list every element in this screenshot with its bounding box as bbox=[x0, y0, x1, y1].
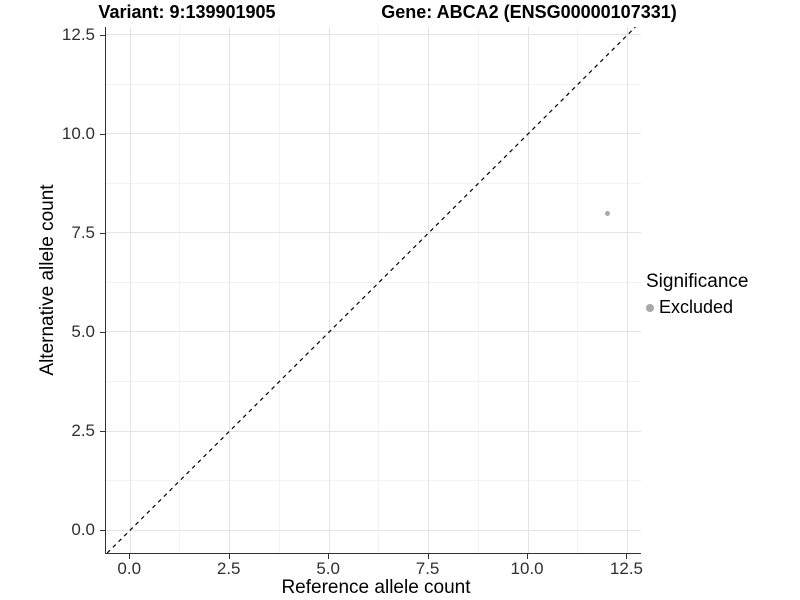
gridline-minor-vertical bbox=[278, 27, 280, 553]
gridline-minor-horizontal bbox=[106, 380, 641, 382]
legend: Significance Excluded bbox=[646, 271, 748, 318]
legend-item-excluded: Excluded bbox=[646, 297, 748, 318]
gridline-major-vertical bbox=[626, 27, 628, 553]
gridline-major-horizontal bbox=[106, 232, 641, 234]
gridline-major-horizontal bbox=[106, 331, 641, 333]
x-axis-tick bbox=[626, 554, 628, 559]
x-tick-label: 0.0 bbox=[117, 559, 142, 578]
y-tick-label: 5.0 bbox=[71, 321, 95, 341]
gridline-minor-horizontal bbox=[106, 182, 641, 184]
y-tick-label: 12.5 bbox=[61, 24, 95, 44]
y-tick-label: 10.0 bbox=[61, 123, 95, 143]
gridline-major-horizontal bbox=[106, 133, 641, 135]
legend-point-icon bbox=[646, 303, 654, 312]
data-point bbox=[605, 210, 611, 216]
gridline-major-vertical bbox=[328, 27, 330, 553]
y-axis-tick bbox=[100, 34, 105, 36]
x-tick-label: 12.5 bbox=[609, 559, 644, 578]
x-tick-label: 2.5 bbox=[216, 559, 241, 578]
x-tick-label: 7.5 bbox=[415, 559, 440, 578]
gridline-major-vertical bbox=[428, 27, 430, 553]
reference-line-layer bbox=[106, 27, 636, 553]
gridline-minor-horizontal bbox=[106, 83, 641, 85]
gridline-minor-horizontal bbox=[106, 281, 641, 283]
gridline-minor-vertical bbox=[577, 27, 579, 553]
plot-title-gene: Gene: ABCA2 (ENSG00000107331) bbox=[381, 2, 677, 22]
y-axis-tick bbox=[100, 133, 105, 135]
y-axis-tick bbox=[100, 232, 105, 234]
x-tick-label: 10.0 bbox=[510, 559, 544, 578]
y-axis-tick bbox=[100, 331, 105, 333]
y-tick-label: 0.0 bbox=[71, 520, 95, 540]
x-tick-label: 5.0 bbox=[316, 559, 340, 578]
gridline-minor-vertical bbox=[477, 27, 479, 553]
gridline-minor-vertical bbox=[179, 27, 181, 553]
gridline-major-horizontal bbox=[106, 430, 641, 432]
chart-panel bbox=[105, 27, 641, 554]
y-axis-tick bbox=[100, 431, 105, 432]
gridline-major-vertical bbox=[229, 27, 231, 553]
x-axis-tick bbox=[228, 554, 230, 559]
y-axis-title: Alternative allele count bbox=[37, 184, 58, 376]
x-axis-tick bbox=[527, 554, 529, 559]
gridline-minor-vertical bbox=[378, 27, 380, 553]
y-tick-label: 7.5 bbox=[71, 222, 95, 242]
x-axis-tick bbox=[427, 554, 429, 559]
identity-dashed-line bbox=[106, 27, 636, 553]
y-tick-label: 2.5 bbox=[71, 421, 95, 440]
legend-title: Significance bbox=[646, 271, 749, 292]
gridline-major-vertical bbox=[527, 27, 529, 553]
x-axis-tick bbox=[328, 554, 330, 559]
gridline-major-horizontal bbox=[106, 529, 641, 531]
x-axis-tick bbox=[129, 554, 131, 559]
legend-item-label: Excluded bbox=[659, 297, 734, 317]
gridline-major-horizontal bbox=[106, 34, 641, 36]
plot-title-variant: Variant: 9:139901905 bbox=[98, 2, 276, 22]
y-axis-tick bbox=[100, 530, 105, 532]
gridline-major-vertical bbox=[129, 27, 131, 553]
x-axis-title: Reference allele count bbox=[281, 577, 471, 598]
gridline-minor-horizontal bbox=[106, 480, 641, 482]
